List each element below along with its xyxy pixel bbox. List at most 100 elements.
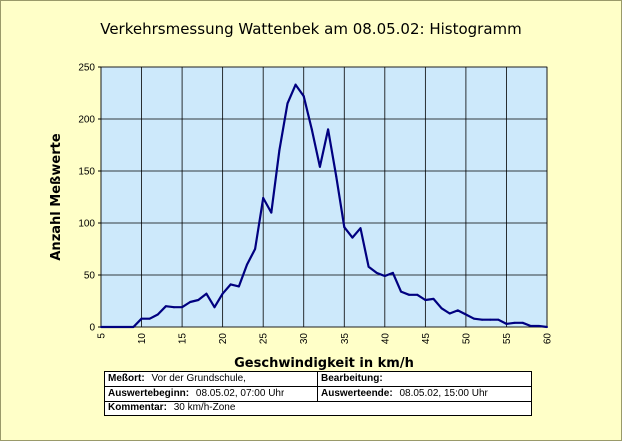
- beginn-row: Auswertebeginn: 08.05.02, 07:00 Uhr: [108, 387, 284, 401]
- data-point: [221, 292, 224, 295]
- data-point: [489, 318, 492, 321]
- ende-label: Auswerteende:: [321, 388, 393, 399]
- data-point: [245, 263, 248, 266]
- data-point: [205, 292, 208, 295]
- data-point: [100, 326, 102, 328]
- data-point: [189, 301, 192, 304]
- bearbeitung-row: Bearbeitung:: [321, 372, 387, 386]
- data-point: [108, 326, 111, 328]
- x-tick-label: 5: [97, 333, 108, 339]
- data-point: [448, 312, 451, 315]
- y-tick-label: 150: [78, 167, 95, 178]
- data-point: [262, 197, 265, 200]
- kommentar-label: Kommentar:: [108, 402, 167, 413]
- kommentar-row: Kommentar: 30 km/h-Zone: [108, 401, 235, 415]
- data-point: [254, 248, 257, 250]
- data-point: [213, 306, 216, 309]
- data-point: [408, 293, 411, 296]
- plot-area: [100, 66, 548, 328]
- data-point: [359, 227, 362, 230]
- data-point: [237, 285, 240, 288]
- data-point: [302, 95, 305, 98]
- data-point: [116, 326, 119, 328]
- x-tick-label: 10: [137, 333, 148, 345]
- data-point: [537, 324, 540, 327]
- bearbeitung-label: Bearbeitung:: [321, 373, 383, 384]
- x-tick-label: 15: [178, 333, 189, 345]
- data-point: [124, 326, 127, 328]
- data-point: [278, 149, 281, 152]
- gridlines: [100, 66, 548, 328]
- x-tick-label: 30: [299, 333, 310, 345]
- y-tick-label: 250: [78, 63, 95, 74]
- data-point: [440, 307, 443, 310]
- ende-row: Auswerteende: 08.05.02, 15:00 Uhr: [321, 387, 488, 401]
- divider: [105, 401, 531, 402]
- data-point: [529, 324, 532, 327]
- data-point: [156, 313, 159, 316]
- data-point: [367, 265, 370, 268]
- x-axis-label: Geschwindigkeit in km/h: [234, 356, 414, 371]
- data-point: [481, 318, 484, 321]
- y-tick-label: 50: [84, 271, 96, 282]
- y-tick-labels: 0 50 100 150 200 250: [78, 63, 101, 334]
- data-point: [400, 290, 403, 293]
- data-point: [432, 297, 435, 300]
- x-tick-labels: 5 10 15 20 25 30 35 40 45 50 55 60: [97, 333, 554, 345]
- divider: [105, 386, 531, 387]
- y-axis-label: Anzahl Meßwerte: [49, 133, 64, 260]
- data-point: [473, 317, 476, 320]
- beginn-label: Auswertebeginn:: [108, 388, 190, 399]
- chart-title: Verkehrsmessung Wattenbek am 08.05.02: H…: [100, 20, 522, 38]
- data-point: [270, 211, 273, 214]
- ende-value: 08.05.02, 15:00 Uhr: [399, 388, 488, 399]
- x-tick-label: 60: [543, 333, 554, 345]
- data-point: [351, 236, 354, 239]
- data-point: [343, 226, 346, 229]
- data-point: [416, 293, 419, 296]
- beginn-value: 08.05.02, 07:00 Uhr: [195, 388, 285, 399]
- data-point: [294, 83, 297, 86]
- data-point: [375, 271, 378, 274]
- data-point: [229, 283, 232, 286]
- y-tick-label: 100: [78, 219, 95, 230]
- data-point: [464, 313, 467, 316]
- data-point: [391, 271, 394, 274]
- x-tick-label: 35: [340, 333, 351, 345]
- data-point: [286, 102, 289, 105]
- x-tick-label: 50: [461, 333, 472, 345]
- data-point: [513, 321, 516, 324]
- x-tick-label: 40: [380, 333, 391, 345]
- y-tick-label: 0: [89, 323, 95, 334]
- data-point: [310, 128, 313, 131]
- kommentar-value: 30 km/h-Zone: [173, 402, 236, 413]
- data-point: [327, 128, 330, 131]
- data-point: [318, 165, 321, 168]
- data-point: [148, 317, 151, 320]
- data-point: [505, 322, 508, 325]
- messort-label: Meßort:: [108, 373, 145, 384]
- data-point: [497, 318, 500, 321]
- data-point: [140, 317, 143, 320]
- data-point: [197, 298, 200, 301]
- y-tick-label: 200: [78, 115, 95, 126]
- data-point: [172, 306, 175, 309]
- messort-value: Vor der Grundschule,: [151, 373, 246, 384]
- data-point: [546, 326, 548, 328]
- data-point: [424, 298, 427, 301]
- series-line: [101, 83, 548, 329]
- data-point: [383, 275, 386, 278]
- divider: [317, 372, 318, 401]
- data-point: [164, 305, 167, 308]
- data-point: [335, 175, 338, 178]
- data-point: [521, 321, 524, 324]
- info-table: Meßort: Vor der Grundschule, Bearbeitung…: [104, 371, 532, 416]
- data-point: [456, 309, 459, 312]
- x-tick-label: 25: [259, 333, 270, 345]
- data-point: [132, 326, 135, 328]
- x-tick-label: 20: [218, 333, 229, 345]
- data-point: [181, 306, 184, 309]
- x-tick-label: 55: [502, 333, 513, 345]
- messort-row: Meßort: Vor der Grundschule,: [108, 372, 246, 386]
